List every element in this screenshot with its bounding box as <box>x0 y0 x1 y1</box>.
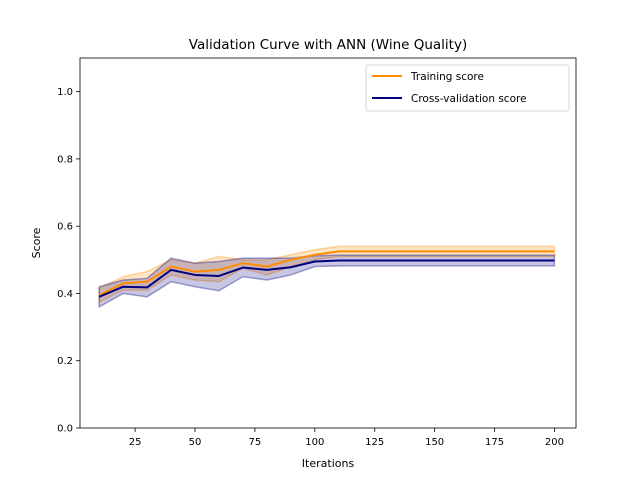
y-tick-label: 0.0 <box>57 424 73 435</box>
series-line-cross-validation <box>98 259 555 298</box>
x-tick-label: 150 <box>425 437 444 448</box>
x-tick-label: 50 <box>189 437 202 448</box>
band-training <box>98 245 556 304</box>
x-tick-label: 125 <box>365 437 384 448</box>
legend-label-cross-validation: Cross-validation score <box>411 93 527 105</box>
confidence-bands <box>98 245 556 309</box>
y-tick-label: 0.2 <box>57 356 73 367</box>
y-tick-label: 1.0 <box>57 87 73 98</box>
band-cross-validation <box>98 254 556 309</box>
legend-label-training: Training score <box>410 71 484 83</box>
y-tick-label: 0.4 <box>57 289 73 300</box>
x-tick-label: 25 <box>129 437 142 448</box>
series-lines <box>98 250 555 298</box>
y-tick-label: 0.8 <box>57 154 73 165</box>
x-tick-label: 75 <box>249 437 262 448</box>
x-tick-label: 200 <box>545 437 564 448</box>
legend-box <box>365 64 570 112</box>
x-tick-label: 175 <box>485 437 504 448</box>
x-tick-label: 100 <box>305 437 324 448</box>
y-axis-label: Score <box>30 227 43 258</box>
legend: Training score Cross-validation score <box>365 64 570 112</box>
series-line-training <box>98 250 555 297</box>
x-axis-label: Iterations <box>302 457 355 470</box>
plot-frame <box>79 57 577 429</box>
y-tick-label: 0.6 <box>57 222 73 233</box>
chart-title: Validation Curve with ANN (Wine Quality) <box>189 37 467 53</box>
x-axis-ticks: 25 50 75 100 125 150 175 200 <box>129 428 564 448</box>
y-axis-ticks: 0.0 0.2 0.4 0.6 0.8 1.0 <box>57 87 80 435</box>
